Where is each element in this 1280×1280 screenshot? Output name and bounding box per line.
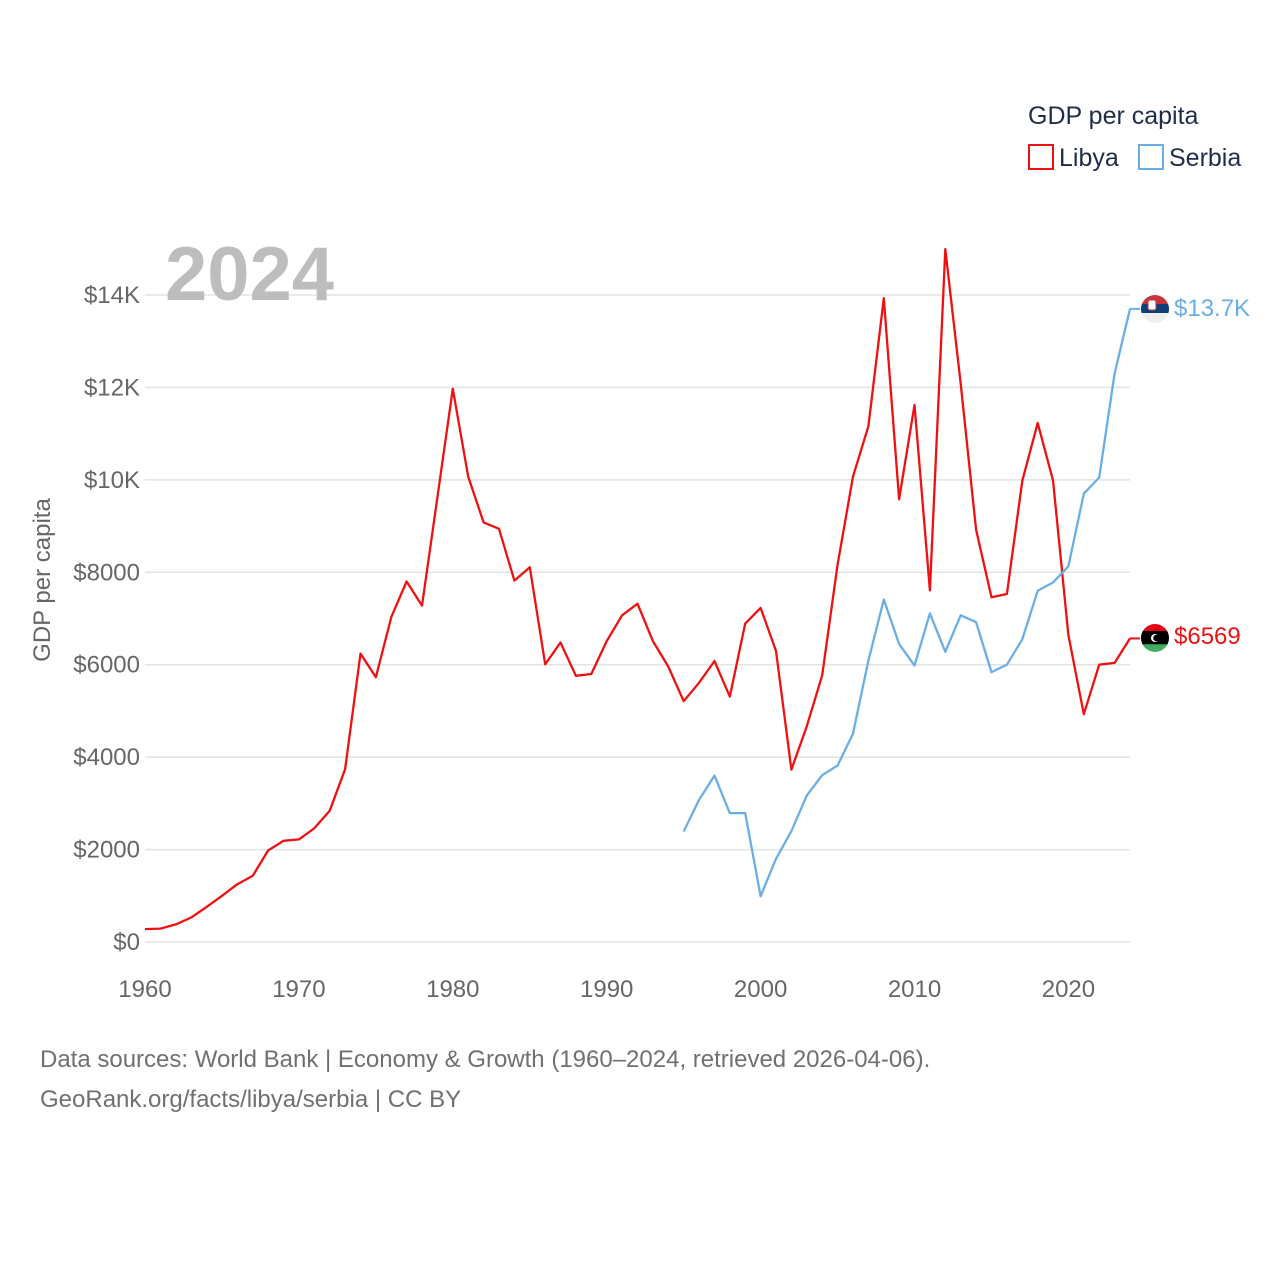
- series-line-libya[interactable]: [144, 248, 1131, 931]
- footer-credit: GeoRank.org/facts/libya/serbia | CC BY: [40, 1086, 462, 1113]
- line-chart: $0$2000$4000$6000$8000$10K$12K$14K 1960 1…: [29, 102, 1250, 1003]
- y-tick-label: $4000: [73, 744, 140, 771]
- y-tick-label: $2000: [73, 837, 140, 864]
- y-tick-label: $6000: [73, 652, 140, 679]
- x-tick-label: 1970: [272, 976, 325, 1003]
- series-lines: [144, 248, 1140, 931]
- footer-sources: Data sources: World Bank | Economy & Gro…: [40, 1046, 931, 1073]
- legend: GDP per capita Libya Serbia: [1028, 102, 1241, 172]
- y-tick-label: $8000: [73, 559, 140, 586]
- series-line-serbia[interactable]: [682, 308, 1132, 898]
- y-axis-label: GDP per capita: [29, 498, 56, 662]
- y-axis-ticks: $0 $2000 $4000 $6000 $8000 $10K $12K $14K: [73, 282, 140, 956]
- x-axis-ticks: 1960 1970 1980 1990 2000 2010 2020: [118, 976, 1095, 1003]
- legend-swatch-libya[interactable]: [1028, 144, 1054, 170]
- legend-label-serbia[interactable]: Serbia: [1169, 144, 1241, 172]
- libya-end-value: $6569: [1174, 623, 1241, 650]
- serbia-end-value: $13.7K: [1174, 295, 1250, 322]
- y-tick-label: $14K: [84, 282, 140, 309]
- grid-lines: [145, 294, 1130, 943]
- x-tick-label: 2020: [1042, 976, 1095, 1003]
- serbia-flag-icon: [1141, 295, 1169, 323]
- y-tick-label: $0: [113, 929, 140, 956]
- x-tick-label: 1980: [426, 976, 479, 1003]
- end-markers: $13.7K $6569: [1141, 295, 1250, 652]
- year-label: 2024: [165, 232, 334, 317]
- x-tick-label: 1990: [580, 976, 633, 1003]
- x-tick-label: 2010: [888, 976, 941, 1003]
- x-tick-label: 2000: [734, 976, 787, 1003]
- legend-title: GDP per capita: [1028, 102, 1199, 130]
- x-tick-label: 1960: [118, 976, 171, 1003]
- libya-flag-icon: [1141, 624, 1169, 652]
- legend-swatch-serbia[interactable]: [1138, 144, 1164, 170]
- y-tick-label: $12K: [84, 374, 140, 401]
- legend-label-libya[interactable]: Libya: [1059, 144, 1119, 172]
- y-tick-label: $10K: [84, 467, 140, 494]
